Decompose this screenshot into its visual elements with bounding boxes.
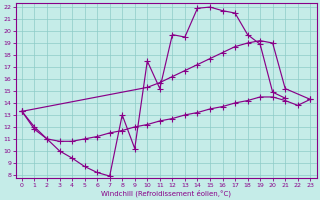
X-axis label: Windchill (Refroidissement éolien,°C): Windchill (Refroidissement éolien,°C) bbox=[101, 189, 231, 197]
